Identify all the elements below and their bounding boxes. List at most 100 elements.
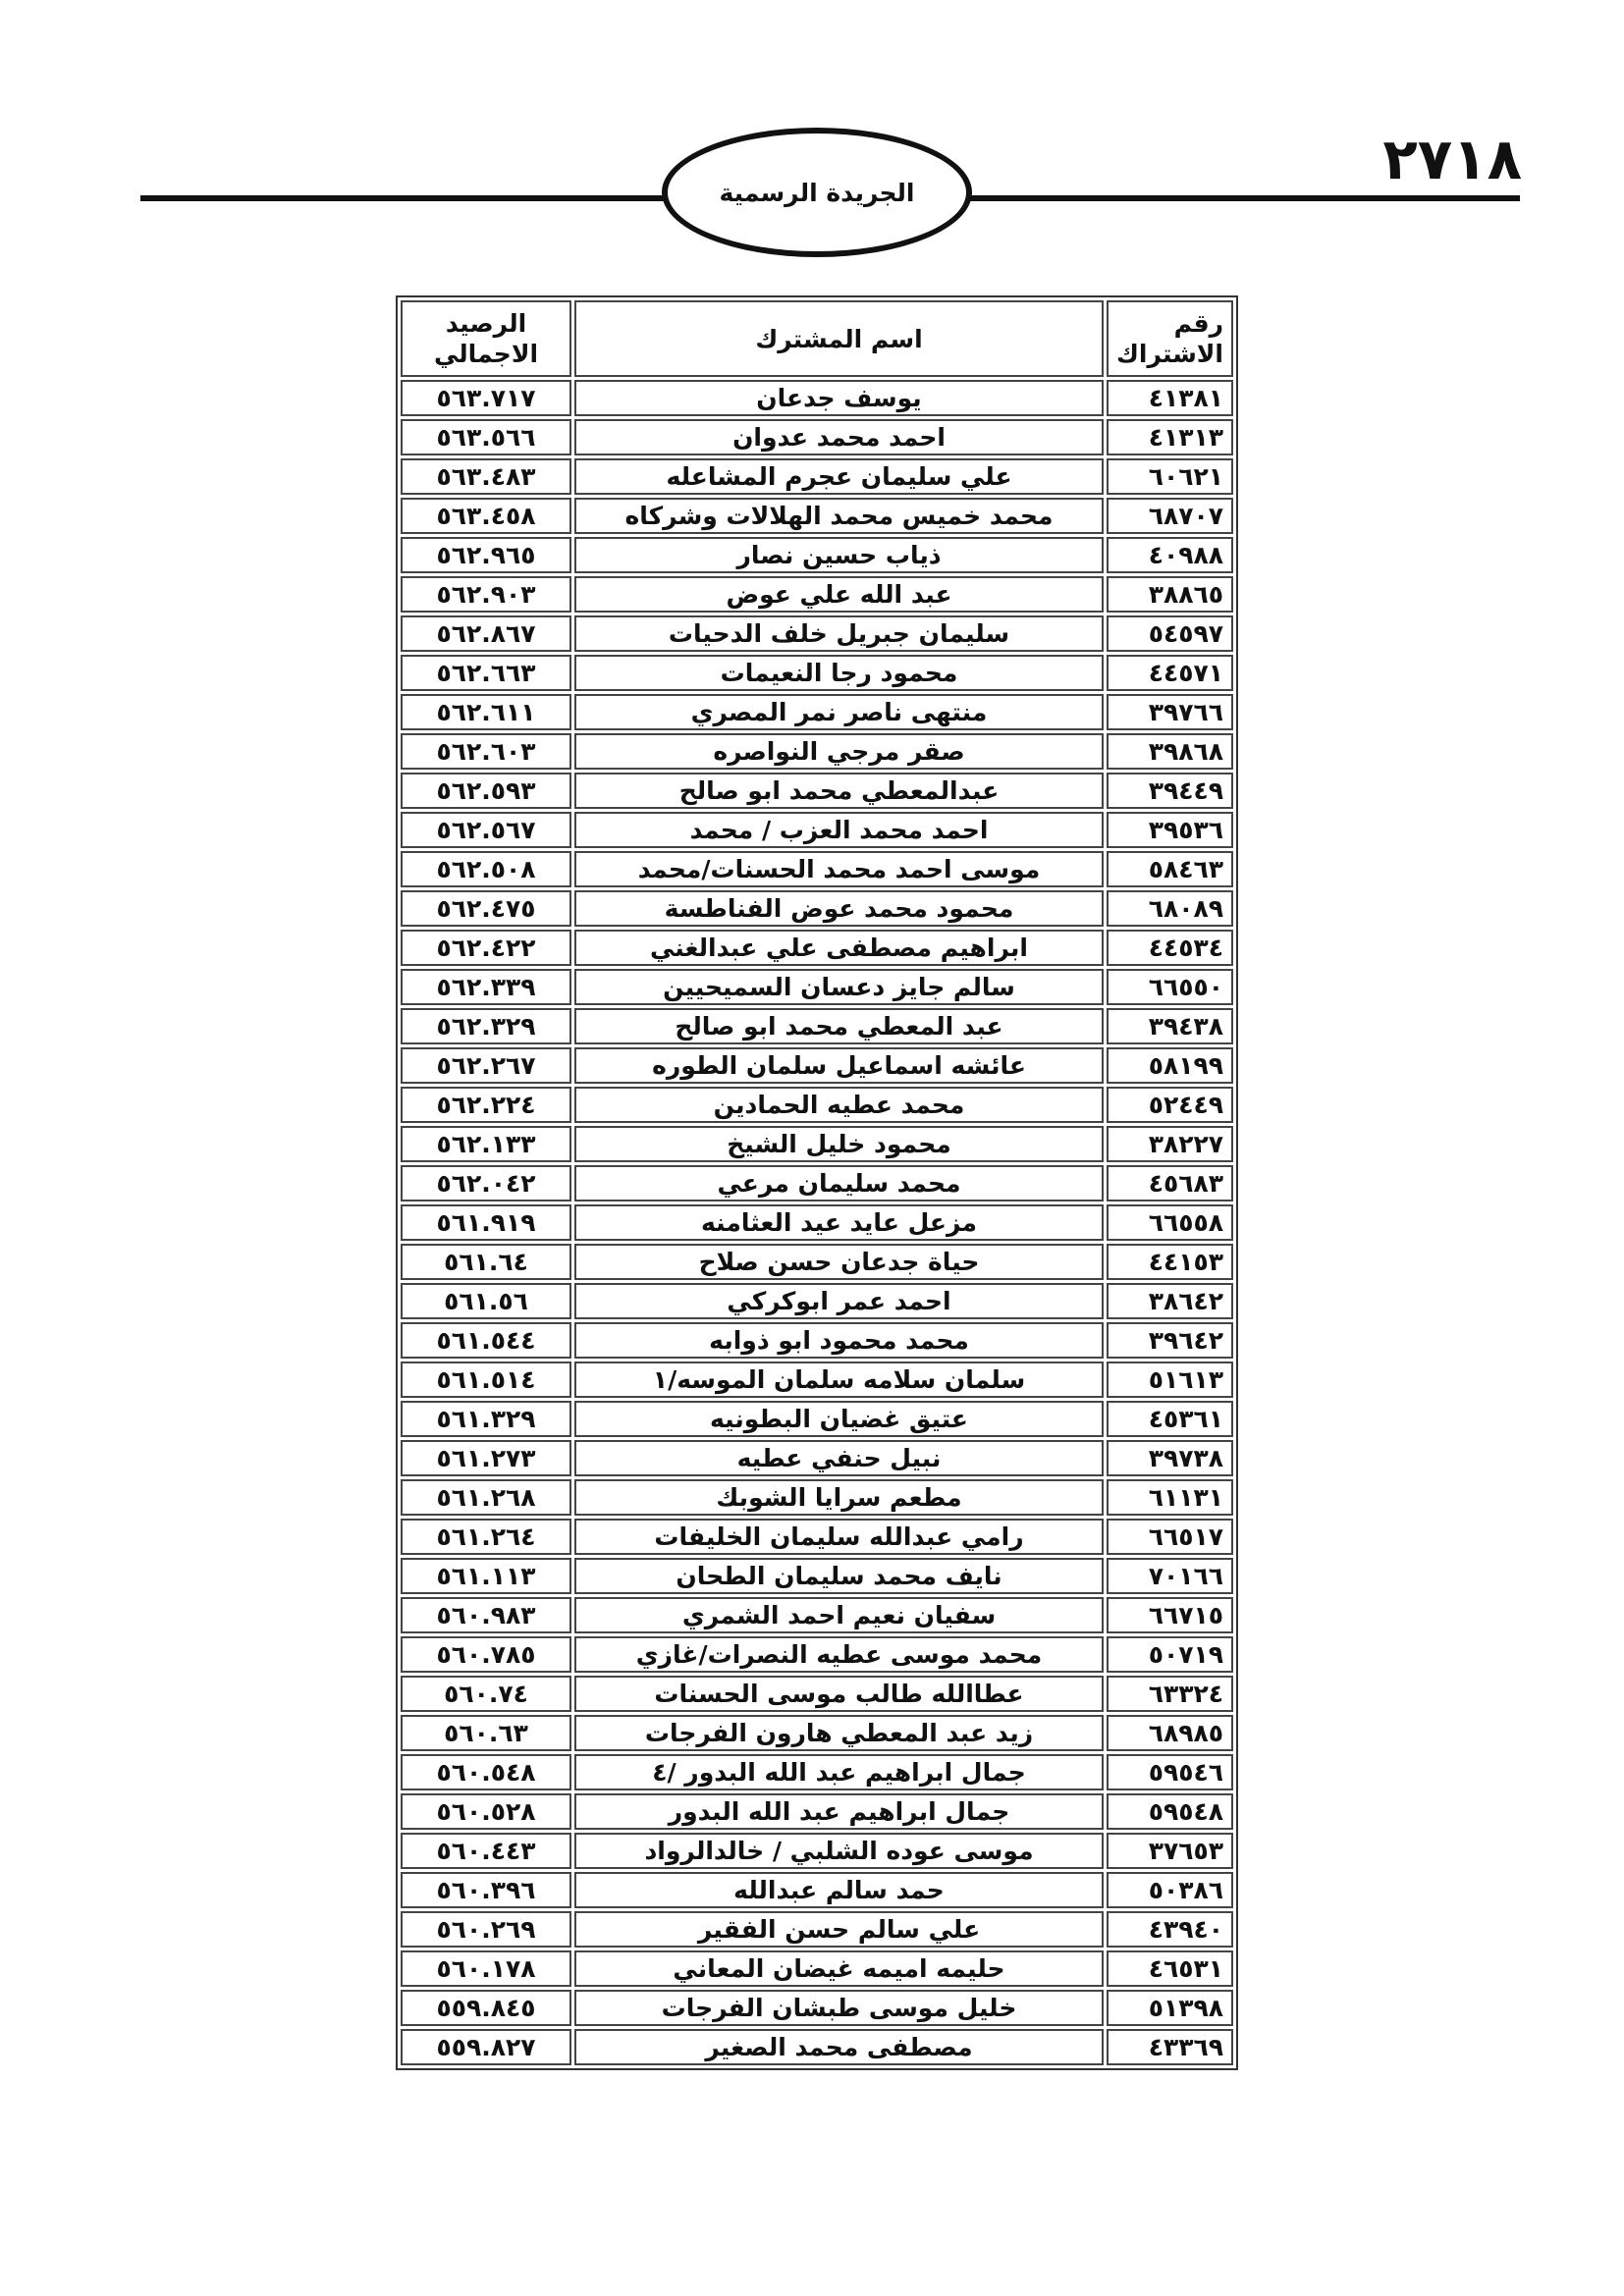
total-balance: ٥٦٢.٥٩٣ [401, 773, 571, 809]
total-balance: ٥٦٢.٨٦٧ [401, 615, 571, 652]
subscriber-name: مصطفى محمد الصغير [574, 2029, 1104, 2065]
subscriber-name: محمد محمود ابو ذوابه [574, 1322, 1104, 1359]
total-balance: ٥٦٣.٥٦٦ [401, 419, 571, 455]
table-row: ٥٤٥٩٧ سليمان جبريل خلف الدحيات ٥٦٢.٨٦٧ [401, 615, 1233, 652]
subscriber-name: حياة جدعان حسن صلاح [574, 1244, 1104, 1280]
subscription-number: ٦٨٠٨٩ [1107, 890, 1233, 927]
column-header-name: اسم المشترك [574, 300, 1104, 377]
total-balance: ٥٦٢.٠٤٢ [401, 1165, 571, 1201]
subscription-number: ٥٨١٩٩ [1107, 1047, 1233, 1084]
subscriber-name: رامي عبدالله سليمان الخليفات [574, 1519, 1104, 1555]
total-balance: ٥٦١.٢٦٤ [401, 1519, 571, 1555]
subscriber-name: علي سالم حسن الفقير [574, 1911, 1104, 1948]
table-row: ٦٦٥١٧ رامي عبدالله سليمان الخليفات ٥٦١.٢٦٤ [401, 1519, 1233, 1555]
subscription-number: ٦٦٥٥٨ [1107, 1204, 1233, 1241]
table-row: ٥٨٤٦٣ موسى احمد محمد الحسنات/محمد ٥٦٢.٥٠٨ [401, 851, 1233, 887]
total-balance: ٥٦٢.٢٢٤ [401, 1087, 571, 1123]
total-balance: ٥٦٢.٦٠٣ [401, 733, 571, 770]
subscription-number: ٦٦٧١٥ [1107, 1597, 1233, 1633]
subscriber-name: سلمان سلامه سلمان الموسه/١ [574, 1362, 1104, 1398]
subscription-number: ٥٠٣٨٦ [1107, 1872, 1233, 1908]
subscription-number: ٥٢٤٤٩ [1107, 1087, 1233, 1123]
subscriber-name: سفيان نعيم احمد الشمري [574, 1597, 1104, 1633]
column-header-balance: الرصيد الاجمالي [401, 300, 571, 377]
subscription-number: ٤٤١٥٣ [1107, 1244, 1233, 1280]
subscriber-name: جمال ابراهيم عبد الله البدور /٤ [574, 1754, 1104, 1790]
subscription-number: ٦٨٧٠٧ [1107, 498, 1233, 534]
table-row: ٧٠١٦٦ نايف محمد سليمان الطحان ٥٦١.١١٣ [401, 1558, 1233, 1594]
table-row: ٣٩٨٦٨ صقر مرجي النواصره ٥٦٢.٦٠٣ [401, 733, 1233, 770]
subscriber-name: سالم جايز دعسان السميحيين [574, 969, 1104, 1005]
subscription-number: ٦٦٥١٧ [1107, 1519, 1233, 1555]
subscriber-name: عائشه اسماعيل سلمان الطوره [574, 1047, 1104, 1084]
total-balance: ٥٦٠.٣٩٦ [401, 1872, 571, 1908]
total-balance: ٥٦٢.٩٠٣ [401, 576, 571, 613]
table-row: ٤٠٩٨٨ ذياب حسين نصار ٥٦٢.٩٦٥ [401, 537, 1233, 573]
table-row: ٥١٣٩٨ خليل موسى طبشان الفرجات ٥٥٩.٨٤٥ [401, 1990, 1233, 2026]
subscriber-name: حمد سالم عبدالله [574, 1872, 1104, 1908]
subscription-number: ٦٦٥٥٠ [1107, 969, 1233, 1005]
total-balance: ٥٦٢.٥٠٨ [401, 851, 571, 887]
total-balance: ٥٦٢.٣٣٩ [401, 969, 571, 1005]
table-row: ٣٩٤٤٩ عبدالمعطي محمد ابو صالح ٥٦٢.٥٩٣ [401, 773, 1233, 809]
subscriber-name: زيد عبد المعطي هارون الفرجات [574, 1715, 1104, 1751]
subscription-number: ٣٨٨٦٥ [1107, 576, 1233, 613]
subscriber-name: ابراهيم مصطفى علي عبدالغني [574, 930, 1104, 966]
subscriber-name: محمود خليل الشيخ [574, 1126, 1104, 1162]
subscriber-name: عبدالمعطي محمد ابو صالح [574, 773, 1104, 809]
table-row: ٥٢٤٤٩ محمد عطيه الحمادين ٥٦٢.٢٢٤ [401, 1087, 1233, 1123]
table-row: ٥٩٥٤٨ جمال ابراهيم عبد الله البدور ٥٦٠.٥٢٨ [401, 1793, 1233, 1830]
table-row: ٦٠٦٢١ علي سليمان عجرم المشاعله ٥٦٣.٤٨٣ [401, 458, 1233, 495]
subscriber-name: نايف محمد سليمان الطحان [574, 1558, 1104, 1594]
subscriber-name: محمد موسى عطيه النصرات/غازي [574, 1636, 1104, 1673]
total-balance: ٥٦٣.٧١٧ [401, 380, 571, 416]
subscriber-name: عطاالله طالب موسى الحسنات [574, 1676, 1104, 1712]
total-balance: ٥٦٠.٥٤٨ [401, 1754, 571, 1790]
subscriber-name: احمد محمد عدوان [574, 419, 1104, 455]
subscriber-name: جمال ابراهيم عبد الله البدور [574, 1793, 1104, 1830]
table-row: ٥٨١٩٩ عائشه اسماعيل سلمان الطوره ٥٦٢.٢٦٧ [401, 1047, 1233, 1084]
table-row: ٣٩٧٣٨ نبيل حنفي عطيه ٥٦١.٢٧٣ [401, 1440, 1233, 1476]
subscription-number: ٤١٣١٣ [1107, 419, 1233, 455]
total-balance: ٥٦٣.٤٨٣ [401, 458, 571, 495]
subscriber-name: علي سليمان عجرم المشاعله [574, 458, 1104, 495]
subscription-number: ٣٨٦٤٢ [1107, 1283, 1233, 1319]
subscription-number: ٣٩٧٣٨ [1107, 1440, 1233, 1476]
total-balance: ٥٦٢.٤٢٢ [401, 930, 571, 966]
table-row: ٤١٣١٣ احمد محمد عدوان ٥٦٣.٥٦٦ [401, 419, 1233, 455]
subscriber-name: احمد محمد العزب / محمد [574, 812, 1104, 848]
total-balance: ٥٦٠.٩٨٣ [401, 1597, 571, 1633]
total-balance: ٥٦١.٥٦ [401, 1283, 571, 1319]
table-row: ٦٦٥٥٠ سالم جايز دعسان السميحيين ٥٦٢.٣٣٩ [401, 969, 1233, 1005]
subscriber-name: محمود رجا النعيمات [574, 655, 1104, 691]
table-row: ٣٩٥٣٦ احمد محمد العزب / محمد ٥٦٢.٥٦٧ [401, 812, 1233, 848]
subscription-number: ٥١٦١٣ [1107, 1362, 1233, 1398]
subscription-number: ٣٩٤٤٩ [1107, 773, 1233, 809]
subscriber-name: ذياب حسين نصار [574, 537, 1104, 573]
subscriber-name: مزعل عايد عيد العثامنه [574, 1204, 1104, 1241]
publication-title: الجريدة الرسمية [719, 178, 915, 207]
subscription-number: ٣٩٦٤٢ [1107, 1322, 1233, 1359]
subscription-number: ٦١١٣١ [1107, 1479, 1233, 1516]
subscriber-name: سليمان جبريل خلف الدحيات [574, 615, 1104, 652]
subscription-number: ٦٣٣٢٤ [1107, 1676, 1233, 1712]
subscriber-name: موسى عوده الشلبي / خالدالرواد [574, 1833, 1104, 1869]
total-balance: ٥٦٢.٦١١ [401, 694, 571, 730]
total-balance: ٥٦٢.٦٦٣ [401, 655, 571, 691]
table-row: ٤٣٣٦٩ مصطفى محمد الصغير ٥٥٩.٨٢٧ [401, 2029, 1233, 2065]
total-balance: ٥٦٣.٤٥٨ [401, 498, 571, 534]
subscription-number: ٣٩٨٦٨ [1107, 733, 1233, 770]
subscription-number: ٤٣٩٤٠ [1107, 1911, 1233, 1948]
total-balance: ٥٦١.٦٤ [401, 1244, 571, 1280]
subscriber-name: عبد الله علي عوض [574, 576, 1104, 613]
subscribers-table: رقم الاشتراك اسم المشترك الرصيد الاجمالي… [396, 295, 1238, 2070]
table-row: ٥٠٧١٩ محمد موسى عطيه النصرات/غازي ٥٦٠.٧٨٥ [401, 1636, 1233, 1673]
total-balance: ٥٦١.١١٣ [401, 1558, 571, 1594]
subscriber-name: محمد خميس محمد الهلالات وشركاه [574, 498, 1104, 534]
total-balance: ٥٦٠.٧٨٥ [401, 1636, 571, 1673]
total-balance: ٥٦٢.١٣٣ [401, 1126, 571, 1162]
subscriber-name: محمد عطيه الحمادين [574, 1087, 1104, 1123]
total-balance: ٥٦١.٣٢٩ [401, 1401, 571, 1437]
subscription-number: ٧٠١٦٦ [1107, 1558, 1233, 1594]
total-balance: ٥٦٠.٧٤ [401, 1676, 571, 1712]
